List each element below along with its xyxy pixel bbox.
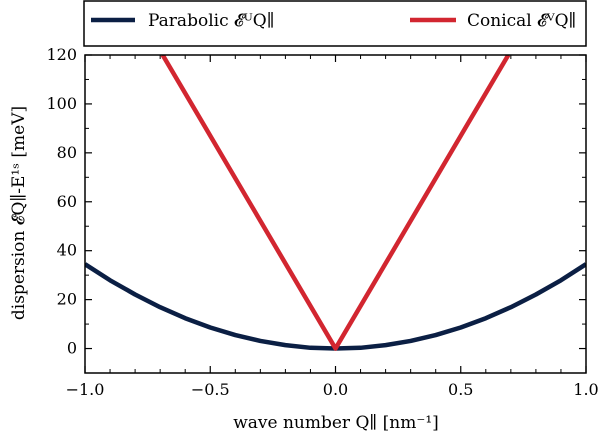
x-tick-label: 0.0 xyxy=(323,380,348,399)
y-tick-label: 0 xyxy=(67,339,77,358)
y-tick-label: 40 xyxy=(57,241,77,260)
y-axis-label: dispersion 𝓔Q∥-E¹ˢ [meV] xyxy=(9,106,29,320)
y-tick-label: 120 xyxy=(46,45,77,64)
plot-frame xyxy=(84,54,587,374)
series-layer xyxy=(85,55,586,351)
x-tick-label: −1.0 xyxy=(66,380,105,399)
x-tick-label: −0.5 xyxy=(191,380,230,399)
series-line-conical xyxy=(160,55,511,351)
y-tick-label: 20 xyxy=(57,290,77,309)
ticks: −1.0 −0.5 0.0 0.5 1.0 0 20 40 60 80 100 120 xyxy=(46,45,598,399)
x-tick-label: 0.5 xyxy=(448,380,473,399)
legend-label-parabolic: Parabolic 𝓔ᵁQ∥ xyxy=(148,11,275,31)
x-tick-label: 1.0 xyxy=(573,380,598,399)
legend-label-conical: Conical 𝓔ⱽQ∥ xyxy=(467,11,576,31)
y-tick-label: 100 xyxy=(46,94,77,113)
y-tick-label: 60 xyxy=(57,192,77,211)
series-line-parabolic xyxy=(85,262,586,351)
legend: Parabolic 𝓔ᵁQ∥ Conical 𝓔ⱽQ∥ xyxy=(83,0,587,47)
legend-box xyxy=(83,0,587,47)
y-tick-label: 80 xyxy=(57,143,77,162)
x-axis-label: wave number Q∥ [nm⁻¹] xyxy=(233,413,439,433)
